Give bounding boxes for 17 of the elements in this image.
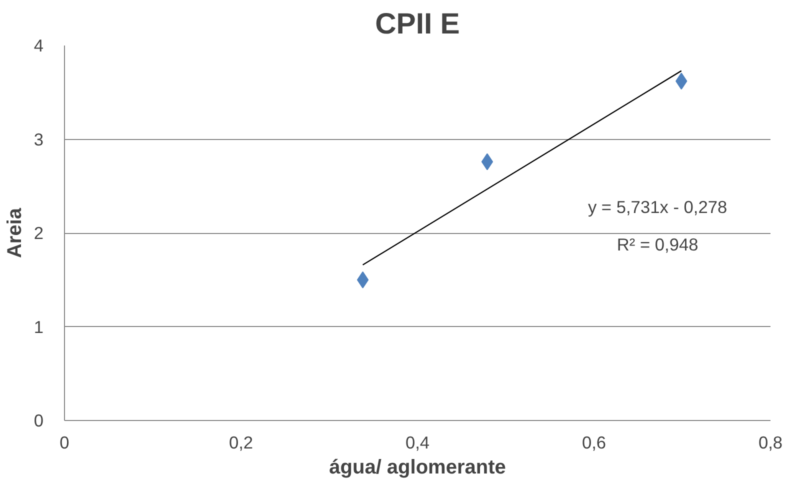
point <box>481 153 494 170</box>
chart-title: CPII E <box>375 8 460 40</box>
y-tick-label: 3 <box>34 129 44 150</box>
x-tick-label: 0,2 <box>228 432 254 452</box>
y-tick-label: 2 <box>34 223 44 243</box>
x-tick-label: 0,6 <box>582 432 606 452</box>
x-tick-label: 0,8 <box>758 432 783 452</box>
x-axis-title: água/ aglomerante <box>329 456 506 478</box>
annotation: R² = 0,948 <box>616 234 698 254</box>
y-tick-label: 4 <box>34 36 44 56</box>
annotation: y = 5,731x - 0,278 <box>588 196 728 217</box>
y-tick-label: 0 <box>34 410 44 430</box>
y-tick-label: 1 <box>34 316 44 337</box>
point <box>356 271 369 288</box>
x-tick-label: 0,4 <box>405 432 430 452</box>
y-axis-title: Areia <box>4 207 26 258</box>
x-tick-label: 0 <box>60 432 70 452</box>
